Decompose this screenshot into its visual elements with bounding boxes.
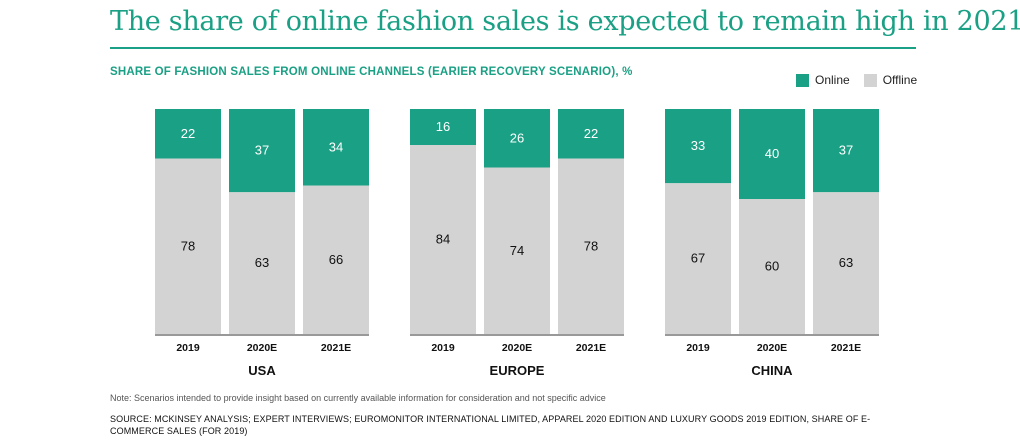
- bar-online-china-2019: [665, 109, 731, 184]
- bar-offline-europe-2020e: [484, 167, 550, 334]
- bar-online-europe-2020e: [484, 109, 550, 168]
- bar-online-usa-2019: [155, 109, 221, 159]
- group-label-europe: EUROPE: [490, 363, 545, 378]
- footnote: Note: Scenarios intended to provide insi…: [110, 393, 606, 403]
- bar-online-usa-2020e: [229, 109, 295, 193]
- bar-offline-china-2020e: [739, 199, 805, 334]
- legend-item-offline: Offline: [863, 73, 918, 87]
- chart-title: The share of online fashion sales is exp…: [110, 6, 1020, 37]
- legend: Online Offline: [796, 73, 931, 87]
- data-label-offline-china-2019: 67: [691, 251, 705, 266]
- legend-swatch-offline: [863, 73, 877, 87]
- data-label-offline-europe-2020e: 74: [510, 243, 524, 258]
- data-label-offline-usa-2019: 78: [181, 238, 195, 253]
- legend-swatch-online: [796, 73, 809, 87]
- bar-offline-usa-2020e: [229, 192, 295, 334]
- data-label-offline-usa-2021e: 66: [329, 252, 343, 267]
- bar-offline-europe-2019: [410, 145, 476, 334]
- data-label-online-europe-2019: 16: [436, 119, 450, 134]
- bar-online-usa-2021e: [303, 109, 369, 186]
- data-label-offline-usa-2020e: 63: [255, 255, 269, 270]
- data-label-online-europe-2021e: 22: [584, 126, 598, 141]
- x-tick-label-usa-2021e: 2021E: [321, 342, 351, 354]
- bar-offline-china-2019: [665, 183, 731, 334]
- bar-online-europe-2019: [410, 109, 476, 145]
- bar-offline-china-2021e: [813, 192, 879, 334]
- legend-label-online: Online: [815, 73, 850, 87]
- x-tick-label-china-2020e: 2020E: [757, 342, 787, 354]
- bar-offline-europe-2021e: [558, 158, 624, 334]
- x-tick-label-usa-2020e: 2020E: [247, 342, 277, 354]
- data-label-online-usa-2019: 22: [181, 126, 195, 141]
- source-text: SOURCE: MCKINSEY ANALYSIS; EXPERT INTERV…: [110, 414, 871, 436]
- data-label-online-china-2020e: 40: [765, 146, 779, 161]
- group-label-china: CHINA: [751, 363, 793, 378]
- data-label-offline-europe-2019: 84: [436, 232, 450, 247]
- x-tick-label-europe-2021e: 2021E: [576, 342, 606, 354]
- x-tick-label-china-2021e: 2021E: [831, 342, 861, 354]
- chart-subtitle: SHARE OF FASHION SALES FROM ONLINE CHANN…: [110, 66, 633, 78]
- bar-online-europe-2021e: [558, 109, 624, 159]
- data-label-online-china-2021e: 37: [839, 143, 853, 158]
- x-tick-label-usa-2019: 2019: [176, 342, 200, 354]
- bar-offline-usa-2019: [155, 158, 221, 334]
- data-label-offline-china-2021e: 63: [839, 255, 853, 270]
- group-label-usa: USA: [248, 363, 276, 378]
- x-tick-label-europe-2019: 2019: [431, 342, 455, 354]
- bar-offline-usa-2021e: [303, 185, 369, 334]
- x-tick-label-europe-2020e: 2020E: [502, 342, 532, 354]
- data-label-online-china-2019: 33: [691, 138, 705, 153]
- data-label-online-usa-2020e: 37: [255, 143, 269, 158]
- legend-label-offline: Offline: [882, 73, 918, 87]
- title-divider: [110, 47, 916, 49]
- bar-online-china-2021e: [813, 109, 879, 193]
- data-label-online-europe-2020e: 26: [510, 130, 524, 145]
- data-label-offline-europe-2021e: 78: [584, 238, 598, 253]
- legend-item-online: Online: [796, 73, 850, 87]
- data-label-offline-china-2020e: 60: [765, 259, 779, 274]
- x-tick-label-china-2019: 2019: [686, 342, 710, 354]
- data-label-online-usa-2021e: 34: [329, 139, 343, 154]
- bar-online-china-2020e: [739, 109, 805, 199]
